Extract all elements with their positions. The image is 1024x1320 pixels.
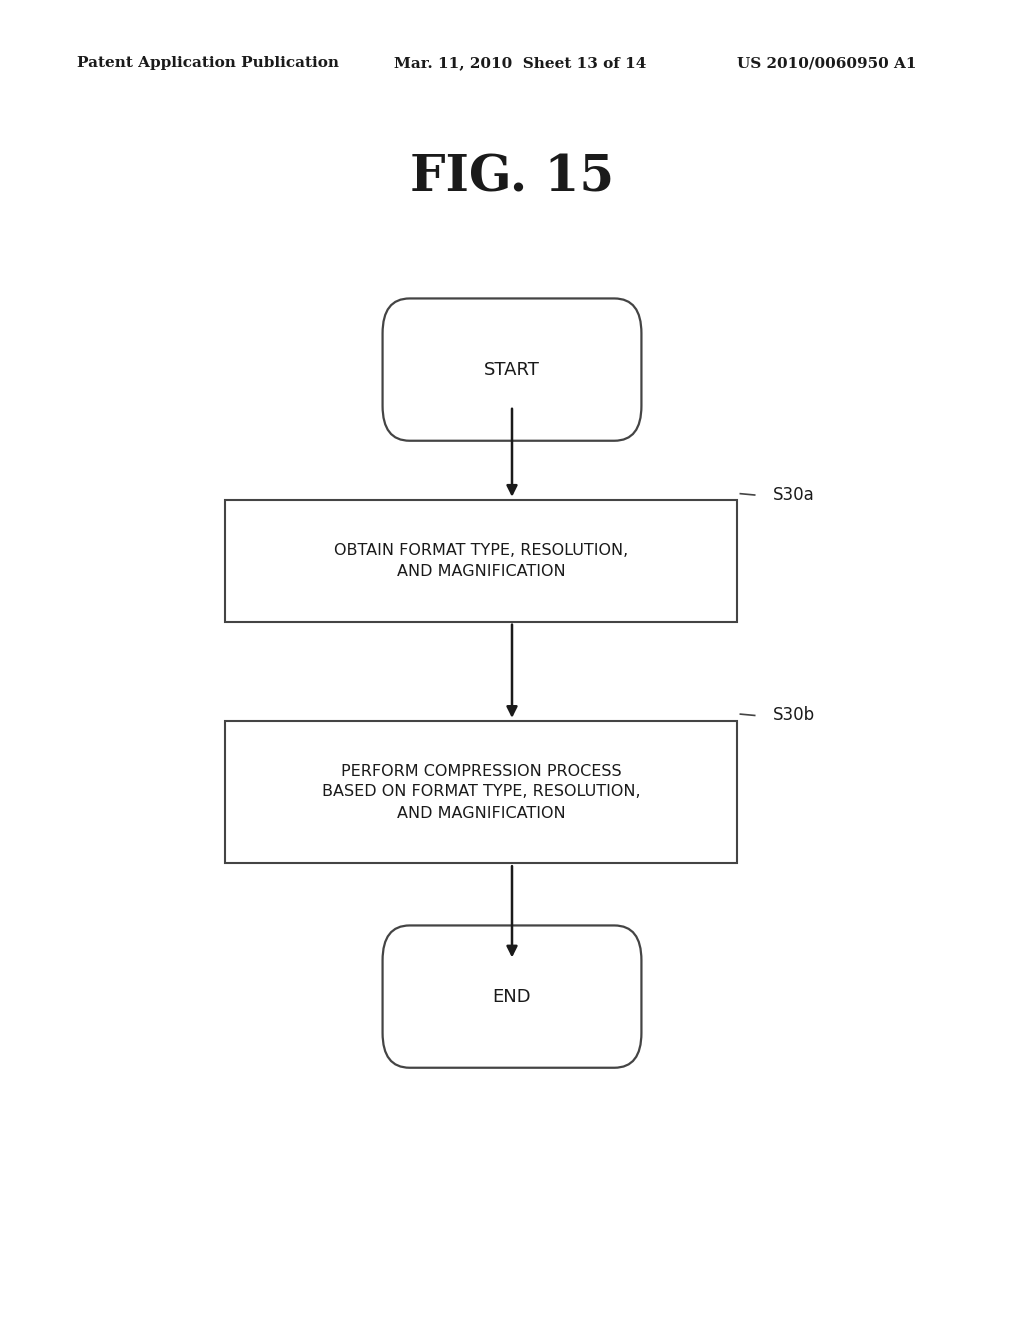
Text: Patent Application Publication: Patent Application Publication bbox=[77, 57, 339, 70]
Bar bbox=[225, 721, 737, 863]
Text: S30a: S30a bbox=[773, 486, 815, 504]
Text: Mar. 11, 2010  Sheet 13 of 14: Mar. 11, 2010 Sheet 13 of 14 bbox=[394, 57, 646, 70]
Text: OBTAIN FORMAT TYPE, RESOLUTION,
AND MAGNIFICATION: OBTAIN FORMAT TYPE, RESOLUTION, AND MAGN… bbox=[334, 543, 629, 579]
Text: START: START bbox=[484, 360, 540, 379]
Text: US 2010/0060950 A1: US 2010/0060950 A1 bbox=[737, 57, 916, 70]
Text: END: END bbox=[493, 987, 531, 1006]
Bar bbox=[225, 500, 737, 622]
Text: FIG. 15: FIG. 15 bbox=[410, 153, 614, 203]
Text: S30b: S30b bbox=[773, 706, 815, 725]
Text: PERFORM COMPRESSION PROCESS
BASED ON FORMAT TYPE, RESOLUTION,
AND MAGNIFICATION: PERFORM COMPRESSION PROCESS BASED ON FOR… bbox=[322, 763, 641, 821]
FancyBboxPatch shape bbox=[383, 925, 641, 1068]
FancyBboxPatch shape bbox=[383, 298, 641, 441]
